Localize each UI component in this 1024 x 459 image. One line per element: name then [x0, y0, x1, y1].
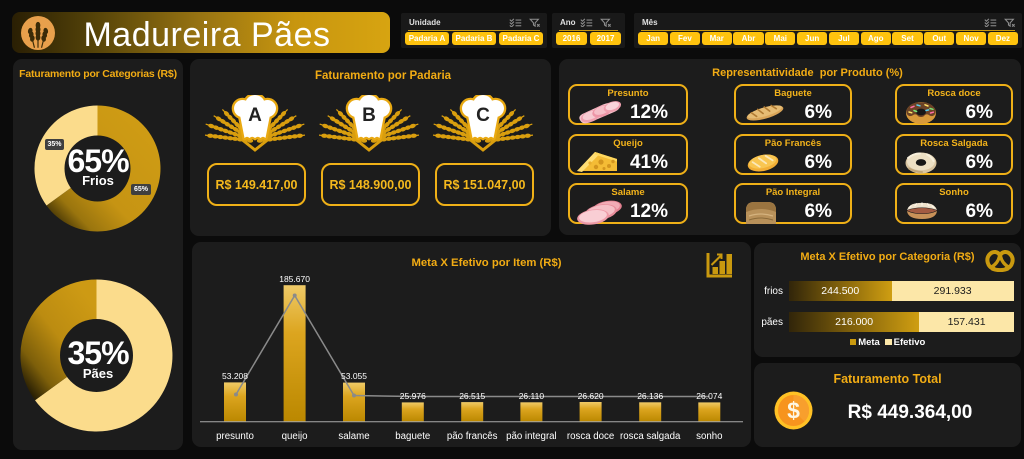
svg-text:sonho: sonho	[696, 431, 722, 442]
svg-text:rosca doce: rosca doce	[567, 431, 614, 442]
svg-text:baguete: baguete	[395, 431, 430, 442]
svg-text:$: $	[787, 398, 800, 424]
svg-text:53.055: 53.055	[341, 371, 367, 381]
svg-text:presunto: presunto	[216, 431, 254, 442]
svg-text:53.208: 53.208	[222, 371, 248, 381]
svg-text:185.670: 185.670	[279, 274, 310, 284]
svg-text:queijo: queijo	[282, 431, 308, 442]
svg-text:26.515: 26.515	[459, 391, 485, 401]
svg-text:salame: salame	[338, 431, 369, 442]
svg-text:26.136: 26.136	[637, 391, 663, 401]
svg-text:A: A	[248, 105, 262, 126]
svg-text:26.110: 26.110	[519, 391, 545, 401]
svg-text:B: B	[362, 105, 376, 126]
svg-text:rosca salgada: rosca salgada	[620, 431, 681, 442]
svg-text:26.074: 26.074	[696, 391, 722, 401]
svg-text:25.976: 25.976	[400, 391, 426, 401]
svg-text:pão francês: pão francês	[447, 431, 498, 442]
svg-text:C: C	[476, 105, 490, 126]
svg-text:pão integral: pão integral	[506, 431, 557, 442]
svg-text:26.620: 26.620	[578, 391, 604, 401]
